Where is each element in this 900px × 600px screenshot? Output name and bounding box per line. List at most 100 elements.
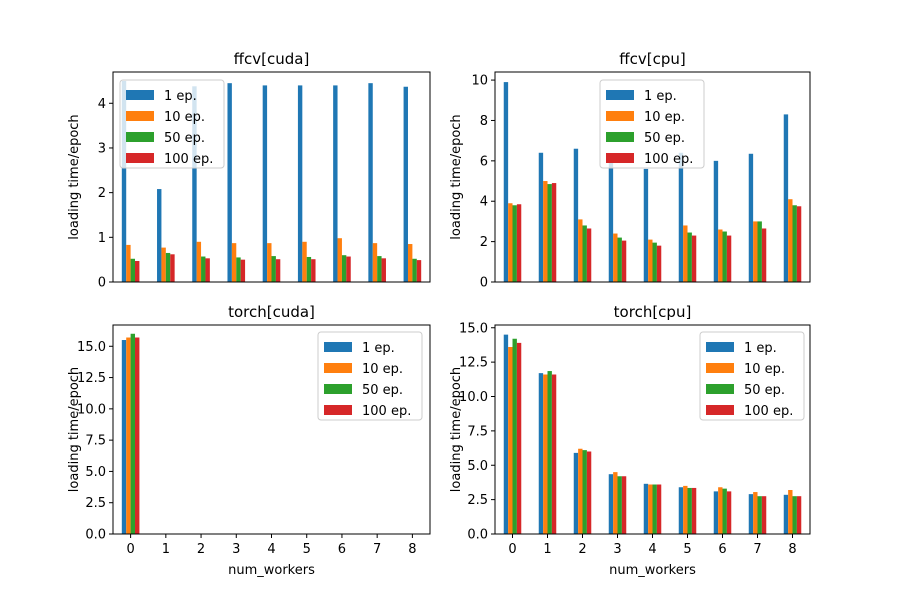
bar	[311, 259, 316, 282]
y-tick-label: 15.0	[459, 321, 488, 336]
bar	[368, 83, 373, 282]
bar	[121, 80, 127, 282]
x-tick-label: 5	[303, 542, 311, 557]
legend-label: 10 ep.	[744, 362, 785, 377]
legend-swatch	[606, 132, 634, 142]
bar	[297, 85, 303, 283]
bar	[788, 490, 793, 534]
bar	[573, 452, 579, 535]
legend: 1 ep. 10 ep. 50 ep. 100 ep.	[119, 79, 225, 169]
y-tick-label: 4	[98, 97, 106, 112]
bar	[503, 334, 509, 535]
bar	[722, 231, 727, 282]
bar	[718, 229, 723, 282]
y-tick-label: 5.0	[85, 465, 106, 480]
bar	[170, 254, 175, 282]
bar	[582, 450, 587, 535]
y-tick-label: 2.5	[85, 496, 106, 511]
x-tick-label: 0	[126, 542, 134, 557]
legend-label: 1 ep.	[744, 341, 777, 356]
y-tick-label: 12.5	[77, 371, 106, 386]
chart-title: ffcv[cuda]	[234, 50, 310, 68]
y-tick-label: 15.0	[77, 340, 106, 355]
bar	[377, 256, 382, 282]
y-tick-label: 12.5	[459, 356, 488, 371]
legend-label: 1 ep.	[644, 89, 677, 104]
legend-swatch	[606, 111, 634, 121]
bar	[346, 256, 351, 282]
bar	[372, 243, 378, 282]
bar	[586, 451, 592, 534]
legend-swatch	[324, 342, 352, 352]
bar	[718, 487, 723, 534]
bar	[551, 183, 557, 282]
bar	[508, 203, 513, 282]
legend-box	[119, 79, 225, 169]
legend-label: 50 ep.	[362, 383, 403, 398]
bar	[508, 347, 513, 534]
bar	[678, 152, 684, 282]
bar	[412, 258, 417, 282]
y-tick-label: 10.0	[77, 402, 106, 417]
bar	[726, 491, 732, 535]
y-tick-label: 2.5	[467, 493, 488, 508]
y-tick-label: 2	[480, 235, 488, 250]
bar	[130, 333, 136, 534]
bar	[275, 259, 281, 282]
legend-swatch	[706, 363, 734, 373]
legend-swatch	[126, 111, 154, 121]
x-tick-label: 2	[578, 542, 586, 557]
bar	[726, 235, 732, 282]
bar	[792, 496, 797, 534]
x-tick-label: 6	[338, 542, 346, 557]
y-tick-label: 7.5	[467, 424, 488, 439]
bar	[135, 261, 140, 282]
legend-label: 100 ep.	[644, 152, 693, 167]
bar	[161, 247, 166, 282]
legend-swatch	[126, 132, 154, 142]
legend-swatch	[706, 405, 734, 415]
chart-title: torch[cuda]	[228, 303, 315, 321]
legend-box	[317, 331, 423, 421]
chart-title: torch[cpu]	[614, 303, 692, 321]
bar	[267, 243, 272, 282]
bar	[713, 491, 719, 535]
bar	[157, 189, 162, 282]
legend: 1 ep. 10 ep. 50 ep. 100 ep.	[317, 331, 423, 421]
legend-label: 100 ep.	[164, 152, 213, 167]
bar	[201, 256, 206, 282]
bar	[757, 221, 762, 282]
bar	[271, 256, 276, 282]
chart-title: ffcv[cpu]	[619, 50, 685, 68]
bar	[748, 153, 754, 282]
x-tick-label: 7	[753, 542, 761, 557]
bar	[403, 86, 408, 283]
bar	[512, 205, 517, 282]
bar	[792, 205, 797, 282]
bar	[683, 485, 688, 535]
bar	[578, 448, 583, 534]
bar	[722, 488, 727, 535]
bar	[713, 160, 719, 282]
bar	[240, 259, 246, 282]
legend-label: 1 ep.	[164, 89, 197, 104]
axes-frame	[112, 71, 431, 283]
bar	[196, 241, 202, 282]
bar	[613, 472, 618, 535]
x-tick-label: 3	[613, 542, 621, 557]
bar	[617, 237, 622, 282]
bar	[652, 484, 657, 534]
legend-label: 10 ep.	[644, 110, 685, 125]
bar	[652, 242, 657, 283]
legend-label: 100 ep.	[362, 404, 411, 419]
x-tick-label: 6	[718, 542, 726, 557]
bar	[262, 85, 268, 283]
legend-label: 10 ep.	[362, 362, 403, 377]
bar	[753, 492, 758, 534]
bar	[551, 374, 557, 534]
y-tick-label: 6	[480, 154, 488, 169]
bar	[512, 338, 517, 534]
bar	[608, 474, 614, 534]
